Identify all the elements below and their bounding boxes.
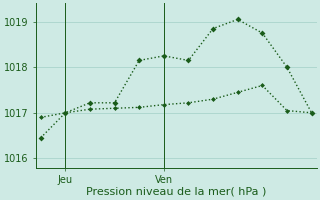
X-axis label: Pression niveau de la mer( hPa ): Pression niveau de la mer( hPa ) <box>86 187 266 197</box>
